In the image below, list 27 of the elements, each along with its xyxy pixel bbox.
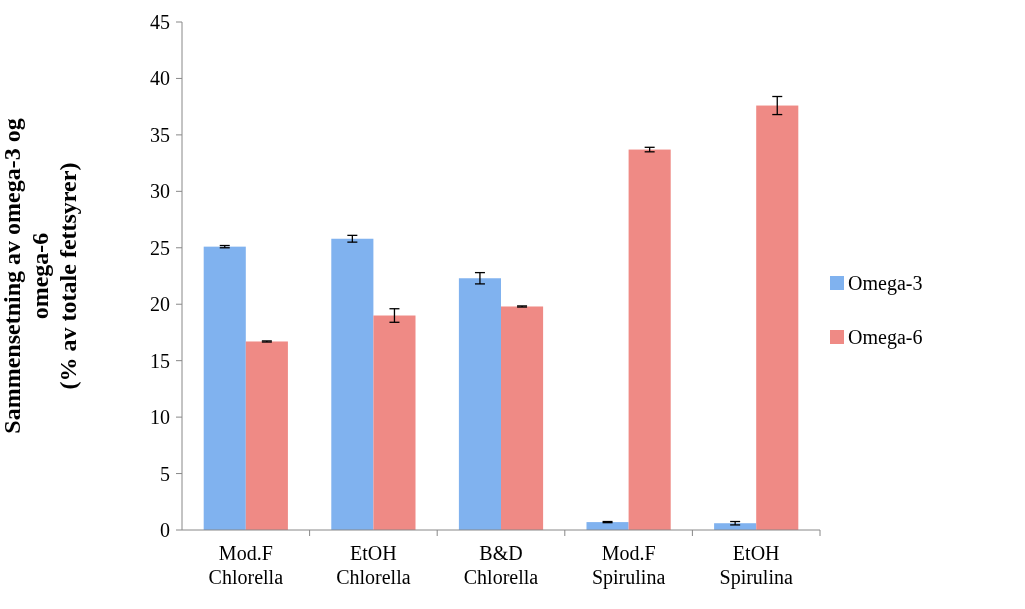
bar — [501, 306, 544, 530]
y-tick-label: 40 — [150, 67, 170, 90]
bar — [586, 522, 629, 530]
y-tick-label: 25 — [150, 236, 170, 259]
y-axis-title: Sammensetning av omega-3 og omega-6 (% av totale fettsyrer) — [0, 118, 81, 434]
y-tick-label: 10 — [150, 406, 170, 429]
bar — [458, 278, 501, 530]
x-tick-label: Mod.F Chlorella — [208, 542, 284, 588]
bar — [373, 315, 416, 530]
x-tick-label: B&D Chlorella — [463, 542, 539, 588]
y-tick-label: 15 — [150, 349, 170, 372]
y-tick-label: 20 — [150, 293, 170, 316]
x-tick-label: EtOH Spirulina — [719, 542, 793, 589]
y-tick-label: 45 — [150, 11, 170, 33]
legend-label: Omega-6 — [848, 326, 923, 349]
bar — [628, 149, 671, 530]
bar — [756, 105, 799, 530]
x-tick-label: Mod.F Spirulina — [591, 542, 666, 589]
bar — [245, 341, 288, 530]
bar — [203, 246, 246, 530]
x-tick-label: EtOH Chlorella — [336, 542, 411, 588]
y-tick-label: 35 — [150, 123, 170, 146]
legend-label: Omega-3 — [848, 272, 923, 295]
y-tick-label: 30 — [150, 180, 170, 203]
y-tick-label: 0 — [160, 519, 170, 541]
bar — [331, 238, 374, 530]
y-tick-label: 5 — [160, 462, 170, 485]
